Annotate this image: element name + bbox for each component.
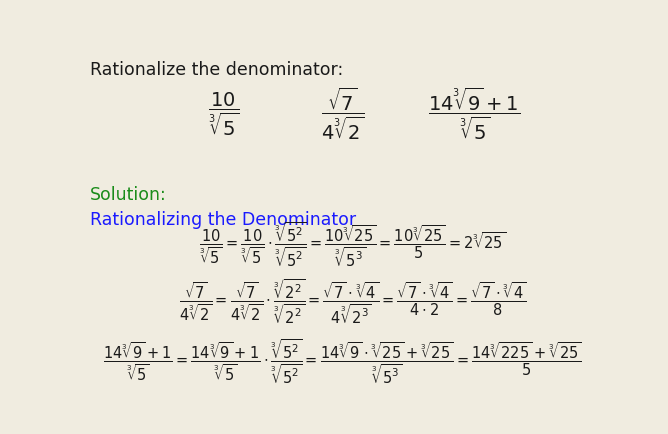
Text: $\dfrac{\sqrt{7}}{4\sqrt[3]{2}}$: $\dfrac{\sqrt{7}}{4\sqrt[3]{2}}$: [321, 85, 364, 142]
Text: Rationalizing the Denominator: Rationalizing the Denominator: [90, 211, 356, 229]
Text: Solution:: Solution:: [90, 186, 166, 204]
Text: Rationalize the denominator:: Rationalize the denominator:: [90, 60, 343, 79]
Text: $\dfrac{10}{\sqrt[3]{5}} = \dfrac{10}{\sqrt[3]{5}} \cdot \dfrac{\sqrt[3]{5^2}}{\: $\dfrac{10}{\sqrt[3]{5}} = \dfrac{10}{\s…: [199, 220, 506, 268]
Text: $\dfrac{14\sqrt[3]{9}+1}{\sqrt[3]{5}} = \dfrac{14\sqrt[3]{9}+1}{\sqrt[3]{5}} \cd: $\dfrac{14\sqrt[3]{9}+1}{\sqrt[3]{5}} = …: [103, 337, 582, 385]
Text: $\dfrac{14\sqrt[3]{9}+1}{\sqrt[3]{5}}$: $\dfrac{14\sqrt[3]{9}+1}{\sqrt[3]{5}}$: [428, 85, 520, 142]
Text: $\dfrac{10}{\sqrt[3]{5}}$: $\dfrac{10}{\sqrt[3]{5}}$: [208, 90, 239, 138]
Text: $\dfrac{\sqrt{7}}{4\sqrt[3]{2}} = \dfrac{\sqrt{7}}{4\sqrt[3]{2}} \cdot \dfrac{\s: $\dfrac{\sqrt{7}}{4\sqrt[3]{2}} = \dfrac…: [179, 277, 526, 325]
